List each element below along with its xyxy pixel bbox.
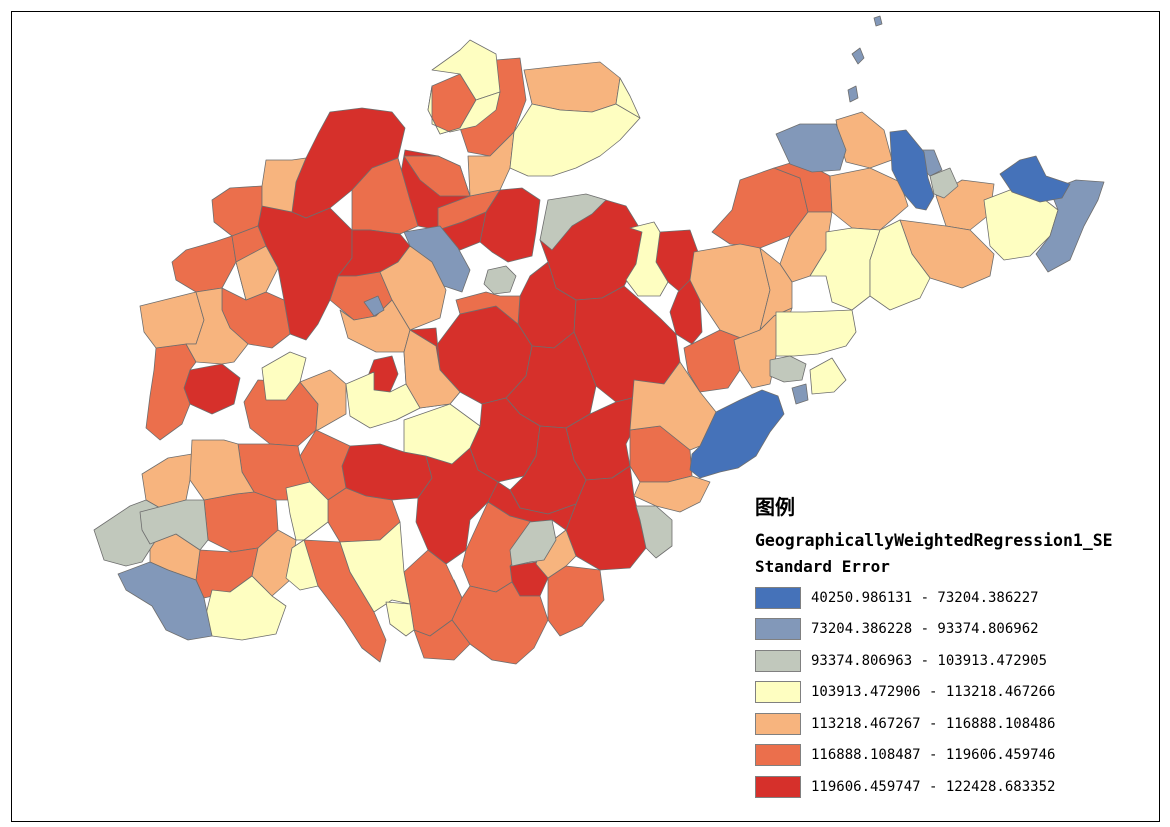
legend-class-label: 113218.467267 - 116888.108486 — [811, 715, 1056, 732]
county — [285, 539, 319, 591]
county — [689, 389, 785, 479]
county — [929, 167, 959, 199]
county — [539, 193, 607, 251]
county — [235, 245, 279, 301]
county — [171, 235, 237, 293]
legend-classes: 40250.986131 - 73204.386227 73204.386228 … — [755, 582, 1155, 803]
county — [625, 221, 669, 297]
legend-title: 图例 — [755, 495, 795, 519]
county — [261, 351, 307, 401]
county — [869, 219, 931, 311]
county — [999, 155, 1071, 203]
legend-swatch — [755, 618, 801, 641]
county — [403, 403, 481, 465]
county — [775, 309, 857, 357]
county — [183, 363, 241, 415]
county — [117, 561, 213, 641]
legend-class-label: 103913.472906 - 113218.467266 — [811, 684, 1056, 701]
legend-class-label: 40250.986131 - 73204.386227 — [811, 589, 1039, 606]
county — [483, 265, 517, 295]
legend-class-row: 119606.459747 - 122428.683352 — [755, 771, 1155, 803]
legend-class-label: 73204.386228 - 93374.806962 — [811, 621, 1039, 638]
county — [809, 357, 847, 395]
county — [523, 61, 621, 113]
county — [413, 619, 471, 661]
county — [385, 601, 415, 637]
county — [829, 167, 909, 231]
county — [769, 355, 807, 383]
county — [431, 39, 501, 101]
county — [615, 77, 641, 119]
county — [509, 103, 641, 177]
county — [141, 453, 193, 509]
legend-swatch — [755, 775, 801, 798]
county — [285, 481, 329, 541]
legend-swatch — [755, 649, 801, 672]
legend-class-label: 119606.459747 - 122428.683352 — [811, 778, 1056, 795]
legend-class-row: 73204.386228 - 93374.806962 — [755, 614, 1155, 646]
county — [139, 291, 205, 349]
island — [847, 85, 859, 103]
county — [635, 505, 673, 559]
legend-class-row: 40250.986131 - 73204.386227 — [755, 582, 1155, 614]
county — [345, 371, 421, 429]
county — [633, 475, 711, 513]
county — [299, 369, 347, 431]
county — [185, 287, 249, 365]
county — [363, 295, 385, 317]
county — [535, 529, 577, 579]
county — [791, 383, 809, 405]
legend-swatch — [755, 744, 801, 767]
legend-layer-name: GeographicallyWeightedRegression1_SE — [755, 531, 1113, 550]
county — [189, 439, 255, 501]
legend-class-label: 93374.806963 - 103913.472905 — [811, 652, 1048, 669]
legend-swatch — [755, 712, 801, 735]
county — [835, 111, 893, 169]
legend-class-row: 116888.108487 - 119606.459746 — [755, 740, 1155, 772]
island — [873, 15, 883, 27]
county — [1035, 179, 1105, 273]
island — [851, 47, 865, 65]
legend-class-row: 113218.467267 - 116888.108486 — [755, 708, 1155, 740]
county — [889, 129, 935, 211]
legend-class-row: 103913.472906 - 113218.467266 — [755, 677, 1155, 709]
county — [427, 85, 501, 135]
legend-field-name: Standard Error — [755, 557, 890, 576]
legend-class-label: 116888.108487 - 119606.459746 — [811, 747, 1056, 764]
county — [455, 291, 521, 325]
legend-swatch — [755, 681, 801, 704]
county — [403, 225, 471, 293]
county-polygons — [93, 15, 1105, 665]
county — [415, 447, 511, 565]
county — [461, 501, 533, 593]
county — [547, 565, 605, 637]
county — [509, 519, 557, 567]
county — [775, 123, 847, 173]
legend-class-row: 93374.806963 - 103913.472905 — [755, 645, 1155, 677]
county — [261, 157, 307, 213]
map-legend: 图例 GeographicallyWeightedRegression1_SE … — [755, 492, 1155, 803]
county — [139, 499, 209, 551]
legend-swatch — [755, 586, 801, 609]
